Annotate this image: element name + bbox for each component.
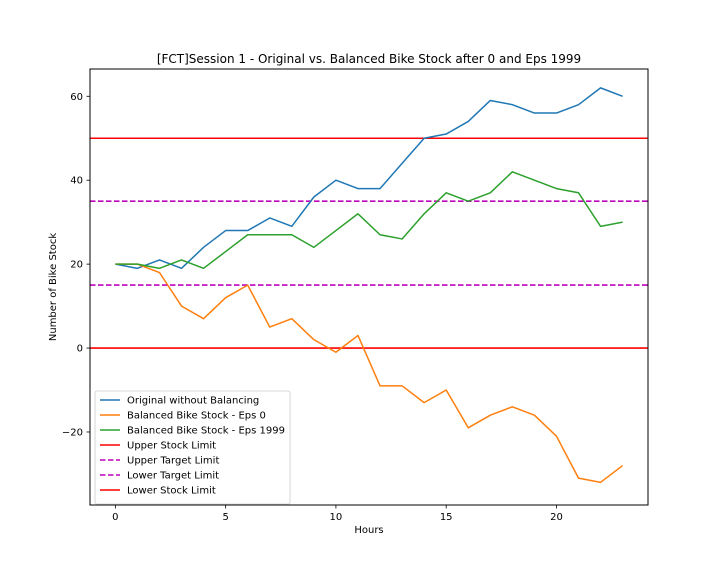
y-axis: −20 0 20 40 60 (62, 92, 90, 438)
x-tick-label: 10 (330, 512, 343, 523)
x-tick-label: 5 (222, 512, 228, 523)
series-line-balanced-bike-stock-eps-0 (115, 263, 624, 484)
y-tick-label: 0 (77, 344, 83, 355)
series-lines (115, 87, 624, 484)
reference-lines (90, 137, 648, 349)
x-axis: 0 5 10 15 20 (112, 505, 563, 523)
y-tick-label: 20 (70, 260, 83, 271)
legend-label-upper-stock-limit: Upper Stock Limit (127, 441, 216, 452)
legend: Original without Balancing Balanced Bike … (94, 390, 291, 505)
legend-label-original-without-balancing: Original without Balancing (127, 396, 259, 407)
y-tick-label: −20 (62, 427, 83, 438)
legend-box (94, 390, 291, 505)
x-tick-label: 0 (112, 512, 118, 523)
legend-label-balanced-bike-stock-eps-0: Balanced Bike Stock - Eps 0 (127, 411, 266, 422)
series-line-original-without-balancing (115, 87, 623, 270)
chart-title: [FCT]Session 1 - Original vs. Balanced B… (157, 52, 581, 66)
legend-label-lower-target-limit: Lower Target Limit (127, 471, 219, 482)
y-tick-label: 60 (70, 92, 83, 103)
legend-label-lower-stock-limit: Lower Stock Limit (127, 486, 216, 497)
series-line-balanced-bike-stock-eps-1999 (115, 171, 623, 270)
legend-label-upper-target-limit: Upper Target Limit (127, 456, 219, 467)
x-tick-label: 15 (440, 512, 453, 523)
legend-label-balanced-bike-stock-eps-1999: Balanced Bike Stock - Eps 1999 (127, 426, 285, 437)
x-tick-label: 20 (550, 512, 563, 523)
y-tick-label: 40 (70, 176, 83, 187)
x-axis-label: Hours (354, 525, 383, 536)
plot-frame (89, 68, 649, 506)
y-axis-label: Number of Bike Stock (48, 233, 59, 341)
